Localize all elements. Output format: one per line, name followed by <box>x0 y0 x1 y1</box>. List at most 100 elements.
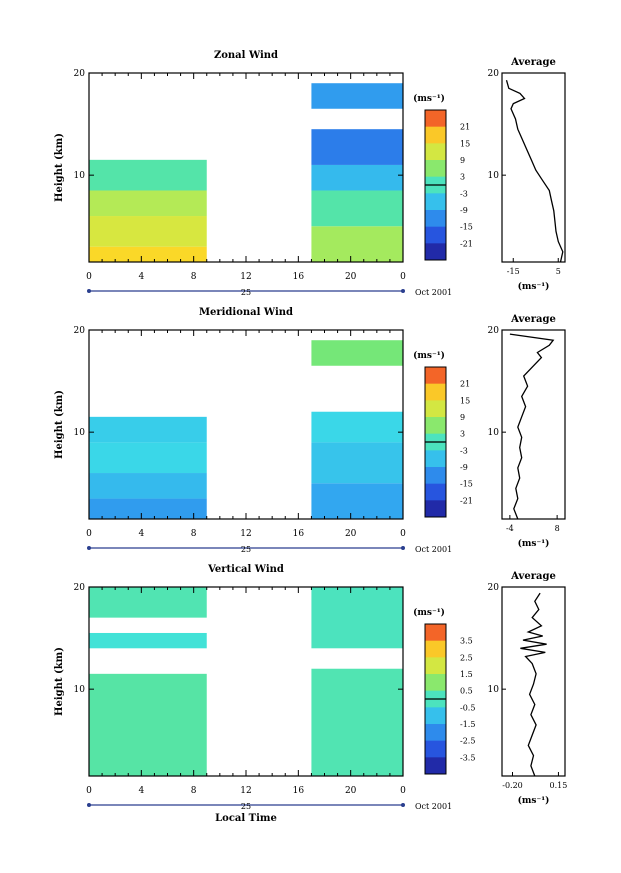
average-x-label: (ms⁻¹) <box>518 281 550 292</box>
average-x-label: (ms⁻¹) <box>518 538 550 549</box>
colorbar-segment <box>425 126 446 144</box>
colorbar-segment <box>425 400 446 418</box>
y-axis-label: Height (km) <box>54 647 65 716</box>
date-center-label: 25 <box>241 545 251 554</box>
colorbar-segment <box>425 193 446 211</box>
x-tick-label: 0 <box>86 529 92 539</box>
colorbar-segment <box>425 450 446 468</box>
colorbar-tick-label: -2.5 <box>460 737 475 746</box>
colorbar-segment <box>425 467 446 485</box>
x-tick-label: 4 <box>138 272 144 282</box>
x-tick-label: 16 <box>293 529 305 539</box>
colorbar-segment <box>425 383 446 401</box>
average-y-tick-label: 20 <box>488 326 500 336</box>
x-tick-label: 0 <box>86 272 92 282</box>
colorbar-unit: (ms⁻¹) <box>413 93 445 104</box>
data-band-3 <box>89 190 207 217</box>
colorbar-segment <box>425 674 446 692</box>
colorbar-tick-label: -0.5 <box>460 703 475 712</box>
average-profile-line <box>505 80 564 263</box>
colorbar-segment <box>425 367 446 385</box>
x-tick-label: 12 <box>240 786 251 796</box>
colorbar-segment <box>425 110 446 128</box>
y-tick-label: 10 <box>74 428 86 438</box>
colorbar-tick-label: -1.5 <box>460 720 475 729</box>
average-x-tick-label: 5 <box>556 267 561 276</box>
y-tick-label: 20 <box>74 583 86 593</box>
average-x-tick-label: 0.15 <box>550 781 568 790</box>
data-band-2 <box>89 216 207 247</box>
date-center-label: 25 <box>241 802 251 811</box>
colorbar-segment <box>425 417 446 435</box>
data-band-8 <box>311 340 403 366</box>
colorbar-tick-label: 3 <box>460 173 465 182</box>
data-band-3 <box>89 442 207 474</box>
data-band-4 <box>89 159 207 191</box>
x-tick-label: 4 <box>138 529 144 539</box>
chart-title: Meridional Wind <box>199 307 293 318</box>
colorbar-tick-label: -15 <box>460 223 473 232</box>
date-axis-end <box>401 546 405 550</box>
average-y-tick-label: 10 <box>488 685 500 695</box>
data-band-7 <box>311 411 403 443</box>
colorbar-tick-label: -3 <box>460 189 468 198</box>
data-band-5 <box>311 226 403 262</box>
x-tick-label: 0 <box>400 272 406 282</box>
colorbar-tick-label: 15 <box>460 139 470 148</box>
chart-title: Vertical Wind <box>207 564 284 575</box>
average-title: Average <box>510 57 556 68</box>
colorbar-segment <box>425 243 446 261</box>
x-tick-label: 12 <box>240 529 251 539</box>
data-band-5 <box>311 483 403 519</box>
colorbar-tick-label: 3.5 <box>460 637 473 646</box>
average-title: Average <box>510 571 556 582</box>
data-band-1 <box>89 498 207 519</box>
y-axis-label: Height (km) <box>54 133 65 202</box>
chart-panel-2: Meridional Wind 10 20 Height (km) 0 4 8 12 16 20 0… <box>54 307 566 554</box>
x-tick-label: 16 <box>293 272 305 282</box>
average-profile-line <box>520 592 547 777</box>
average-x-tick-label: 8 <box>555 524 560 533</box>
chart-panel-1: Zonal Wind 10 20 Height (km) 0 4 8 12 16 20 0 25 Oct… <box>54 50 566 297</box>
y-tick-label: 10 <box>74 685 86 695</box>
colorbar-tick-label: -3.5 <box>460 753 475 762</box>
date-center-label: 25 <box>241 288 251 297</box>
colorbar-tick-label: 21 <box>460 380 470 389</box>
data-band-1 <box>89 673 207 776</box>
x-tick-label: 8 <box>191 786 197 796</box>
colorbar-segment <box>425 143 446 161</box>
average-frame <box>501 586 566 777</box>
data-band-2 <box>89 473 207 499</box>
y-tick-label: 10 <box>74 171 86 181</box>
data-band-6 <box>311 190 403 227</box>
average-frame <box>501 329 566 520</box>
colorbar-tick-label: -3 <box>460 446 468 455</box>
x-axis-label: Local Time <box>215 813 277 824</box>
average-x-tick-label: -4 <box>506 524 514 533</box>
colorbar-tick-label: 2.5 <box>460 653 473 662</box>
colorbar-unit: (ms⁻¹) <box>413 607 445 618</box>
x-tick-label: 16 <box>293 786 305 796</box>
y-tick-label: 20 <box>74 326 86 336</box>
average-y-tick-label: 10 <box>488 428 500 438</box>
y-tick-label: 20 <box>74 69 86 79</box>
colorbar-tick-label: 9 <box>460 156 465 165</box>
colorbar-segment <box>425 160 446 178</box>
x-tick-label: 4 <box>138 786 144 796</box>
average-x-tick-label: -0.20 <box>502 781 523 790</box>
data-band-1 <box>89 246 207 262</box>
date-axis-end <box>401 289 405 293</box>
chart-panel-3: Vertical Wind 10 20 Height (km) 0 4 8 12 16 20 0 25… <box>54 564 567 824</box>
colorbar-segment <box>425 657 446 675</box>
date-axis-end <box>87 546 91 550</box>
x-tick-label: 12 <box>240 272 251 282</box>
colorbar-unit: (ms⁻¹) <box>413 350 445 361</box>
colorbar-tick-label: 9 <box>460 413 465 422</box>
colorbar-tick-label: -21 <box>460 239 473 248</box>
average-title: Average <box>510 314 556 325</box>
x-tick-label: 8 <box>191 272 197 282</box>
y-axis-label: Height (km) <box>54 390 65 459</box>
average-profile-line <box>509 333 555 520</box>
colorbar-tick-label: -21 <box>460 496 473 505</box>
